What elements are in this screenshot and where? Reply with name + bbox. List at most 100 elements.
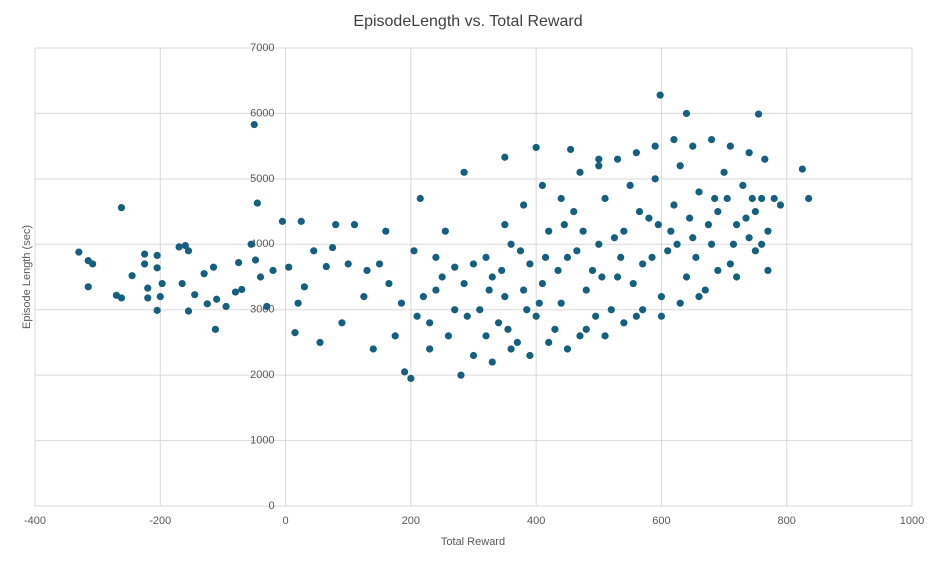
x-tick-label: 200 xyxy=(402,515,420,527)
point xyxy=(751,247,759,255)
point xyxy=(563,253,572,261)
point xyxy=(538,279,547,288)
point xyxy=(673,240,681,248)
point xyxy=(501,153,509,161)
y-tick-label: 3000 xyxy=(250,304,274,316)
point xyxy=(291,329,299,337)
chart-title: EpisodeLength vs. Total Reward xyxy=(353,13,582,30)
point xyxy=(720,168,728,176)
point xyxy=(498,266,506,275)
point xyxy=(438,273,446,281)
y-tick-label: 4000 xyxy=(250,238,274,250)
point xyxy=(745,234,753,242)
point xyxy=(639,306,647,314)
point xyxy=(714,266,722,275)
point xyxy=(557,299,565,307)
point xyxy=(579,227,587,235)
point xyxy=(656,91,664,99)
point xyxy=(541,253,550,261)
point xyxy=(588,266,597,275)
point xyxy=(532,312,540,320)
point xyxy=(632,312,640,320)
point xyxy=(751,207,759,216)
x-tick-label: 600 xyxy=(652,515,670,527)
point xyxy=(382,227,390,235)
point xyxy=(432,253,440,261)
point xyxy=(191,291,199,299)
point xyxy=(523,306,531,314)
point xyxy=(657,312,666,320)
point xyxy=(269,266,277,275)
x-tick-label: -200 xyxy=(149,515,171,527)
point xyxy=(664,247,672,255)
point xyxy=(300,283,308,291)
point xyxy=(89,260,97,268)
point xyxy=(582,286,590,294)
point xyxy=(689,142,697,150)
point xyxy=(545,227,553,235)
x-axis-label: Total Reward xyxy=(441,536,505,548)
point xyxy=(184,247,193,255)
point xyxy=(251,256,260,264)
point xyxy=(538,181,547,189)
point xyxy=(338,319,346,327)
point xyxy=(222,302,230,311)
point xyxy=(576,332,584,340)
point xyxy=(754,110,763,118)
point xyxy=(566,145,575,154)
point xyxy=(360,293,368,301)
point xyxy=(407,374,415,383)
point xyxy=(598,273,606,281)
point xyxy=(369,345,377,353)
point xyxy=(184,307,193,315)
x-tick-label: -400 xyxy=(24,515,46,527)
point xyxy=(676,162,684,170)
point xyxy=(733,221,741,229)
point xyxy=(582,325,590,333)
x-tick-label: 800 xyxy=(778,515,796,527)
point xyxy=(328,243,337,252)
point xyxy=(554,266,562,275)
point xyxy=(400,368,409,376)
point xyxy=(667,227,675,235)
point xyxy=(657,293,666,301)
point xyxy=(776,201,785,209)
point xyxy=(141,260,149,268)
x-tick-label: 1000 xyxy=(900,515,924,527)
point xyxy=(639,260,647,268)
point xyxy=(645,214,653,222)
point xyxy=(573,247,581,255)
point xyxy=(112,291,121,299)
point xyxy=(256,273,265,281)
point xyxy=(469,260,478,268)
point xyxy=(739,181,747,189)
point xyxy=(714,207,722,216)
point xyxy=(526,260,534,268)
point xyxy=(748,194,756,203)
point xyxy=(247,240,255,248)
point xyxy=(416,194,424,203)
point xyxy=(504,325,512,333)
point xyxy=(629,279,637,288)
point xyxy=(432,286,440,294)
point xyxy=(144,294,152,302)
point xyxy=(758,194,766,203)
point xyxy=(397,299,406,307)
point xyxy=(704,221,713,229)
point xyxy=(726,260,734,268)
point xyxy=(729,240,738,248)
point xyxy=(520,201,528,209)
y-tick-label: 1000 xyxy=(250,434,274,446)
point xyxy=(482,332,490,340)
point xyxy=(601,194,609,203)
point xyxy=(733,273,741,281)
point xyxy=(426,345,434,353)
point xyxy=(332,221,340,229)
point xyxy=(144,284,152,292)
point xyxy=(263,302,271,311)
point xyxy=(692,253,700,261)
point xyxy=(601,332,609,340)
point xyxy=(457,371,465,379)
point xyxy=(689,234,697,242)
